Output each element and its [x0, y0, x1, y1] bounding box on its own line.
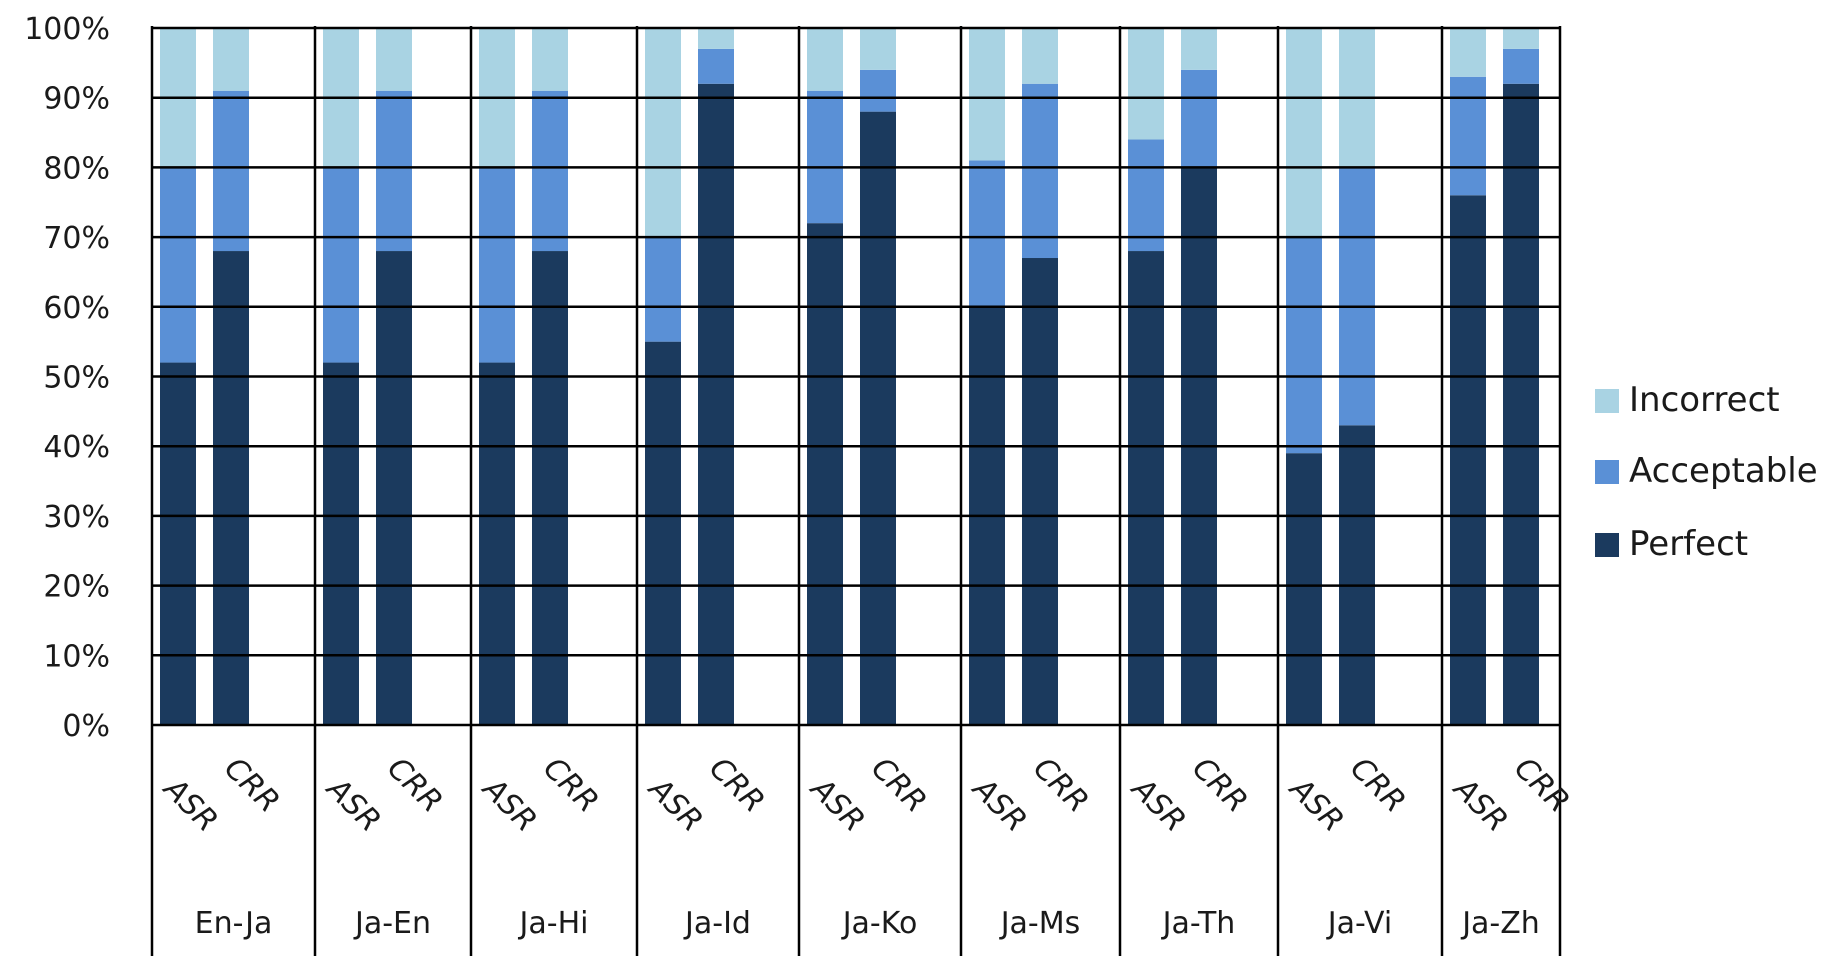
bar-segment-ja-id-asr-acceptable [645, 237, 681, 342]
bar-segment-ja-en-crr-acceptable [376, 90, 412, 252]
legend-label-perfect: Perfect [1629, 524, 1748, 564]
bar-segment-ja-th-asr-incorrect [1128, 28, 1164, 140]
legend-label-acceptable: Acceptable [1629, 451, 1818, 491]
group-label: Ja-Id [683, 906, 751, 941]
bar-label: ASR [641, 770, 710, 839]
bar-segment-ja-ms-asr-incorrect [969, 28, 1005, 161]
bar-label: CRR [1026, 751, 1095, 820]
bar-segment-ja-zh-crr-incorrect [1503, 28, 1539, 49]
bar-segment-ja-zh-crr-perfect [1503, 83, 1539, 725]
bar-segment-ja-id-asr-incorrect [645, 28, 681, 238]
bar-segment-ja-ko-asr-incorrect [807, 28, 843, 91]
bar-segment-ja-zh-asr-incorrect [1450, 28, 1486, 77]
group-label: Ja-Ms [999, 906, 1081, 941]
legend-swatch-incorrect [1595, 389, 1619, 413]
bar-segment-en-ja-crr-acceptable [213, 90, 249, 252]
bar-segment-ja-hi-crr-incorrect [532, 28, 568, 91]
bar-label: ASR [1282, 770, 1351, 839]
bar-segment-ja-vi-crr-acceptable [1339, 167, 1375, 426]
y-tick-label: 20% [43, 570, 110, 605]
group-label: Ja-Hi [518, 906, 589, 941]
y-tick-label: 60% [43, 291, 110, 326]
bar-segment-ja-id-crr-perfect [698, 83, 734, 725]
bar-segment-ja-vi-asr-perfect [1286, 453, 1322, 725]
bar-segment-ja-hi-crr-acceptable [532, 90, 568, 252]
bar-segment-ja-th-crr-incorrect [1181, 28, 1217, 70]
group-label: En-Ja [195, 906, 273, 941]
bar-label: CRR [1507, 751, 1576, 820]
bar-segment-ja-en-asr-acceptable [323, 167, 359, 363]
y-tick-label: 80% [43, 151, 110, 186]
bar-segment-en-ja-asr-perfect [160, 362, 196, 725]
bar-label: CRR [1343, 751, 1412, 820]
group-label: Ja-Ko [841, 906, 918, 941]
bar-segment-ja-zh-asr-acceptable [1450, 76, 1486, 196]
bar-segment-ja-ms-crr-acceptable [1022, 83, 1058, 259]
bar-segment-ja-vi-asr-acceptable [1286, 237, 1322, 454]
bar-label: ASR [965, 770, 1034, 839]
bar-label: ASR [1124, 770, 1193, 839]
bar-segment-ja-ms-asr-acceptable [969, 160, 1005, 307]
bar-label: ASR [475, 770, 544, 839]
bar-label: CRR [380, 751, 449, 820]
bar-segment-ja-ko-crr-incorrect [860, 28, 896, 70]
bar-label: CRR [864, 751, 933, 820]
y-tick-label: 50% [43, 361, 110, 396]
legend-swatch-acceptable [1595, 460, 1619, 484]
bar-segment-ja-en-crr-perfect [376, 251, 412, 726]
bar-label: CRR [702, 751, 771, 820]
group-label: Ja-Th [1161, 906, 1236, 941]
bar-segment-en-ja-asr-acceptable [160, 167, 196, 363]
y-tick-label: 70% [43, 221, 110, 256]
bar-segment-ja-hi-asr-perfect [479, 362, 515, 725]
bar-segment-ja-en-crr-incorrect [376, 28, 412, 91]
y-tick-label: 0% [62, 709, 110, 744]
bar-segment-ja-hi-asr-acceptable [479, 167, 515, 363]
y-tick-label: 10% [43, 639, 110, 674]
y-tick-label: 40% [43, 430, 110, 465]
bar-label: CRR [536, 751, 605, 820]
bar-label: ASR [156, 770, 225, 839]
bar-segment-ja-id-asr-perfect [645, 341, 681, 725]
bar-segment-ja-hi-crr-perfect [532, 251, 568, 726]
group-label: Ja-Vi [1326, 906, 1393, 941]
y-tick-label: 90% [43, 82, 110, 117]
bar-segment-ja-th-asr-perfect [1128, 251, 1164, 726]
bar-segment-ja-th-asr-acceptable [1128, 139, 1164, 252]
bar-segment-ja-en-asr-perfect [323, 362, 359, 725]
legend-swatch-perfect [1595, 533, 1619, 557]
bar-segment-ja-ms-crr-perfect [1022, 258, 1058, 725]
bar-segment-ja-vi-crr-perfect [1339, 425, 1375, 725]
bar-segment-en-ja-crr-incorrect [213, 28, 249, 91]
legend-label-incorrect: Incorrect [1629, 380, 1780, 420]
bar-segment-ja-ko-asr-perfect [807, 223, 843, 725]
bar-segment-ja-zh-asr-perfect [1450, 195, 1486, 725]
group-label: Ja-Zh [1460, 906, 1540, 941]
bar-segment-ja-ko-crr-acceptable [860, 69, 896, 112]
group-label: Ja-En [353, 906, 431, 941]
bar-label: ASR [1446, 770, 1515, 839]
bar-label: CRR [1185, 751, 1254, 820]
bar-segment-ja-id-crr-acceptable [698, 48, 734, 84]
bar-segment-ja-vi-asr-incorrect [1286, 28, 1322, 238]
bar-segment-ja-ko-asr-acceptable [807, 90, 843, 224]
bar-segment-ja-ms-crr-incorrect [1022, 28, 1058, 84]
bar-segment-ja-zh-crr-acceptable [1503, 48, 1539, 84]
bar-segment-en-ja-crr-perfect [213, 251, 249, 726]
y-tick-label: 100% [24, 12, 110, 47]
bar-segment-ja-th-crr-acceptable [1181, 69, 1217, 168]
y-tick-label: 30% [43, 500, 110, 535]
bar-label: CRR [217, 751, 286, 820]
bar-segment-ja-ko-crr-perfect [860, 111, 896, 725]
bar-label: ASR [803, 770, 872, 839]
bar-segment-ja-id-crr-incorrect [698, 28, 734, 49]
bar-label: ASR [319, 770, 388, 839]
